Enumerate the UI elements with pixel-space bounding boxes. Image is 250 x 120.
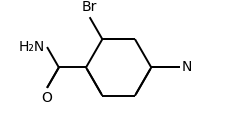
Text: O: O	[42, 91, 52, 105]
Text: Br: Br	[82, 0, 97, 15]
Text: H₂N: H₂N	[19, 40, 45, 54]
Text: N: N	[182, 60, 192, 74]
